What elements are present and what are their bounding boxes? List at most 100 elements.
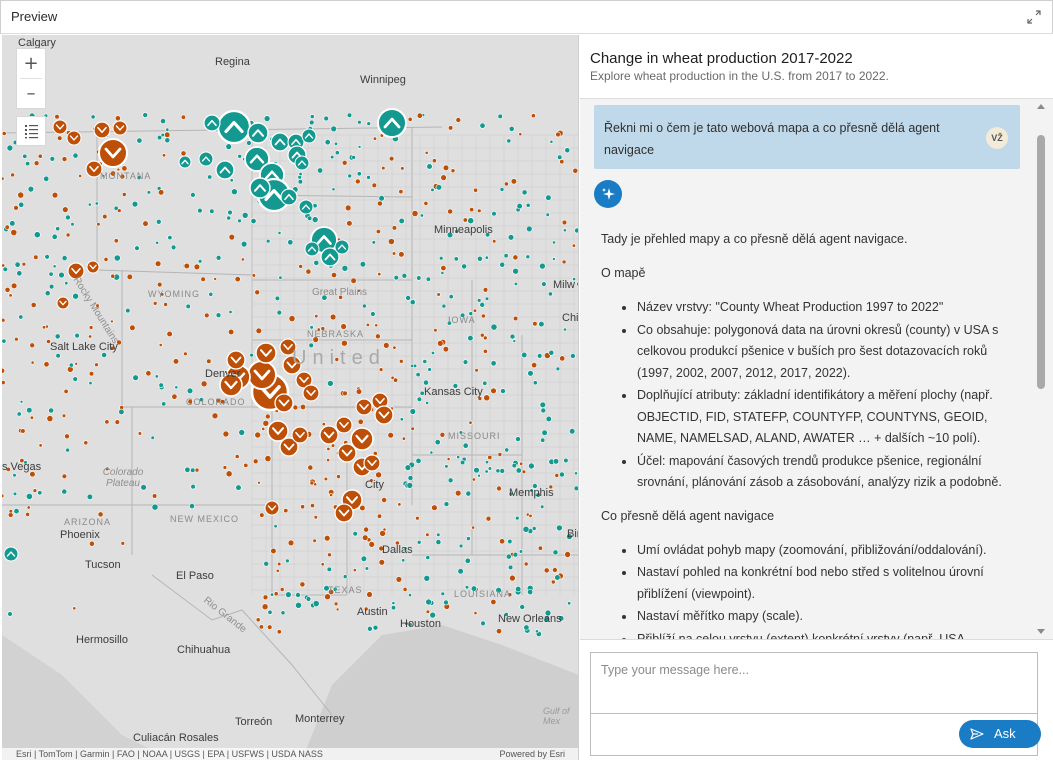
- increase-dot[interactable]: [366, 175, 371, 180]
- increase-dot[interactable]: [410, 363, 415, 368]
- decrease-dot[interactable]: [328, 588, 335, 595]
- decrease-dot[interactable]: [10, 229, 18, 236]
- decrease-dot[interactable]: [2, 367, 6, 374]
- increase-dot[interactable]: [552, 240, 556, 245]
- increase-dot[interactable]: [14, 261, 21, 268]
- increase-dot[interactable]: [444, 464, 449, 469]
- increase-dot[interactable]: [185, 303, 191, 310]
- increase-dot[interactable]: [323, 115, 329, 122]
- increase-dot[interactable]: [409, 299, 416, 306]
- increase-dot[interactable]: [215, 255, 222, 261]
- increase-dot[interactable]: [482, 380, 488, 386]
- decrease-dot[interactable]: [471, 477, 476, 482]
- increase-dot[interactable]: [407, 622, 413, 627]
- decrease-dot[interactable]: [2, 263, 6, 268]
- increase-dot[interactable]: [526, 225, 533, 233]
- increase-dot[interactable]: [327, 380, 334, 387]
- increase-dot[interactable]: [507, 538, 513, 545]
- powered-by-esri[interactable]: Powered by Esri: [499, 749, 565, 759]
- decrease-dot[interactable]: [391, 225, 398, 231]
- increase-dot[interactable]: [552, 549, 559, 556]
- decrease-symbol[interactable]: [219, 373, 243, 397]
- decrease-dot[interactable]: [439, 431, 446, 438]
- increase-dot[interactable]: [499, 261, 506, 268]
- decrease-dot[interactable]: [32, 488, 38, 493]
- decrease-dot[interactable]: [172, 358, 180, 365]
- increase-dot[interactable]: [566, 533, 573, 540]
- increase-dot[interactable]: [573, 485, 579, 492]
- decrease-dot[interactable]: [171, 393, 178, 400]
- decrease-symbol[interactable]: [67, 262, 85, 280]
- decrease-dot[interactable]: [145, 370, 152, 377]
- increase-dot[interactable]: [430, 187, 435, 192]
- decrease-dot[interactable]: [154, 260, 162, 267]
- increase-dot[interactable]: [309, 325, 314, 330]
- decrease-symbol[interactable]: [279, 437, 299, 457]
- increase-dot[interactable]: [43, 175, 50, 182]
- decrease-dot[interactable]: [561, 219, 568, 226]
- decrease-dot[interactable]: [416, 112, 423, 119]
- decrease-dot[interactable]: [473, 187, 478, 193]
- increase-dot[interactable]: [446, 320, 452, 326]
- increase-dot[interactable]: [49, 156, 55, 162]
- increase-dot[interactable]: [487, 466, 493, 471]
- increase-dot[interactable]: [441, 303, 447, 309]
- increase-dot[interactable]: [155, 240, 160, 245]
- zoom-out-button[interactable]: –: [17, 79, 45, 108]
- decrease-dot[interactable]: [346, 220, 353, 227]
- increase-dot[interactable]: [231, 188, 238, 195]
- decrease-dot[interactable]: [228, 233, 236, 241]
- map-canvas[interactable]: [2, 35, 579, 760]
- increase-dot[interactable]: [364, 566, 370, 571]
- increase-dot[interactable]: [311, 216, 319, 223]
- increase-dot[interactable]: [416, 396, 423, 402]
- decrease-dot[interactable]: [321, 422, 326, 427]
- increase-dot[interactable]: [186, 387, 194, 394]
- decrease-dot[interactable]: [2, 317, 6, 323]
- increase-dot[interactable]: [552, 257, 556, 261]
- decrease-dot[interactable]: [371, 182, 377, 189]
- decrease-dot[interactable]: [324, 593, 331, 601]
- decrease-dot[interactable]: [375, 333, 381, 340]
- decrease-dot[interactable]: [334, 357, 340, 362]
- increase-dot[interactable]: [64, 281, 69, 286]
- decrease-symbol[interactable]: [282, 355, 302, 375]
- decrease-dot[interactable]: [455, 117, 462, 123]
- decrease-dot[interactable]: [110, 170, 117, 177]
- decrease-dot[interactable]: [166, 330, 173, 338]
- increase-dot[interactable]: [165, 127, 170, 132]
- increase-dot[interactable]: [574, 227, 580, 234]
- decrease-dot[interactable]: [89, 540, 95, 547]
- increase-dot[interactable]: [429, 450, 434, 455]
- decrease-symbol[interactable]: [335, 416, 353, 434]
- decrease-dot[interactable]: [276, 629, 282, 635]
- increase-dot[interactable]: [72, 376, 78, 382]
- decrease-dot[interactable]: [564, 551, 571, 558]
- increase-dot[interactable]: [235, 484, 242, 491]
- decrease-dot[interactable]: [38, 443, 43, 448]
- decrease-dot[interactable]: [4, 224, 10, 230]
- decrease-dot[interactable]: [312, 336, 319, 343]
- increase-dot[interactable]: [503, 611, 509, 617]
- increase-dot[interactable]: [476, 255, 483, 262]
- increase-dot[interactable]: [33, 231, 41, 239]
- increase-dot[interactable]: [333, 141, 338, 146]
- increase-dot[interactable]: [227, 209, 233, 216]
- decrease-dot[interactable]: [213, 277, 217, 281]
- decrease-dot[interactable]: [153, 301, 158, 306]
- increase-symbol[interactable]: [178, 155, 192, 169]
- increase-dot[interactable]: [508, 564, 514, 571]
- ask-button[interactable]: Ask: [959, 720, 1041, 748]
- decrease-symbol[interactable]: [112, 120, 128, 136]
- decrease-dot[interactable]: [10, 282, 18, 290]
- increase-dot[interactable]: [548, 349, 555, 356]
- increase-dot[interactable]: [439, 256, 444, 261]
- decrease-dot[interactable]: [279, 587, 285, 592]
- increase-dot[interactable]: [511, 463, 517, 469]
- message-input[interactable]: [590, 652, 1038, 714]
- decrease-dot[interactable]: [194, 467, 200, 473]
- increase-dot[interactable]: [419, 213, 424, 218]
- increase-dot[interactable]: [466, 536, 471, 541]
- decrease-dot[interactable]: [157, 281, 163, 288]
- increase-dot[interactable]: [54, 333, 61, 340]
